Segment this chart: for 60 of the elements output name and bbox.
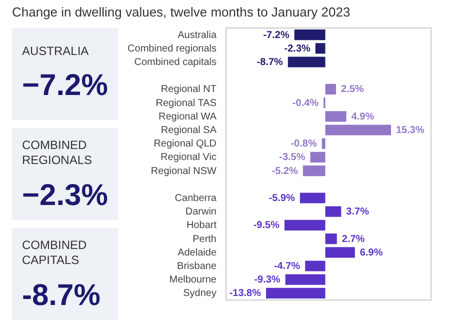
text: COMBINED CAPITALS [22, 238, 88, 267]
data-label: -4.7% [274, 261, 300, 272]
bar [322, 138, 326, 149]
bar [266, 288, 326, 299]
bar [302, 165, 326, 176]
data-label: -13.8% [229, 288, 262, 300]
text: AUSTRALIA [22, 44, 89, 58]
data-label: -5.2% [272, 166, 298, 177]
data-label: -0.8% [290, 138, 317, 150]
text: -8.7% [22, 279, 100, 312]
data-label: 2.5% [341, 84, 364, 96]
y-tick-label: Adelaide [178, 247, 217, 258]
bar [284, 220, 326, 231]
data-label: -7.2% [263, 30, 290, 41]
bar [288, 56, 326, 68]
y-tick-label: Canberra [174, 193, 217, 204]
bar [300, 192, 326, 204]
chart-title: Change in dwelling values, twelve months to January 2023 [12, 4, 350, 20]
y-tick-label: Regional QLD [154, 138, 216, 150]
data-label: -2.3% [284, 43, 311, 54]
y-tick-label: Regional NSW [150, 166, 218, 177]
data-label: 4.9% [351, 111, 374, 122]
y-tick-label: Combined capitals [134, 57, 216, 68]
data-label: -3.5% [279, 152, 306, 164]
data-label: -9.5% [253, 220, 280, 232]
y-tick-label: Sydney [183, 288, 216, 300]
bar [294, 29, 326, 40]
text: −7.2% [22, 69, 108, 102]
data-label: -0.4% [292, 98, 319, 109]
bar [325, 206, 342, 217]
y-tick-label: Regional WA [158, 111, 217, 122]
data-label: -5.9% [268, 193, 296, 204]
bar [325, 233, 337, 244]
y-tick-label: Hobart [186, 220, 217, 232]
text: COMBINED REGIONALS [22, 138, 92, 167]
bar [310, 152, 326, 163]
y-tick-label: Perth [192, 234, 216, 245]
bar [305, 260, 326, 272]
bar [325, 84, 336, 95]
data-label: 15.3% [396, 125, 424, 136]
y-tick-label: Melbourne [169, 274, 217, 286]
bar [315, 43, 326, 54]
bar [285, 274, 326, 285]
bar [325, 111, 346, 122]
text: −2.3% [22, 179, 108, 212]
y-tick-label: Combined regionals [128, 43, 216, 54]
y-tick-label: Brisbane [177, 261, 217, 272]
bar [325, 247, 355, 258]
y-tick-label: Regional Vic [160, 152, 216, 164]
data-label: 6.9% [360, 247, 383, 258]
y-tick-label: Regional NT [160, 84, 216, 96]
data-label: -9.3% [254, 274, 280, 286]
y-tick-label: Darwin [185, 206, 216, 218]
data-label: 3.7% [346, 206, 370, 218]
y-tick-label: Regional TAS [156, 98, 217, 109]
data-label: -8.7% [256, 57, 284, 68]
data-label: 2.7% [342, 234, 365, 245]
bar [325, 124, 391, 136]
y-tick-label: Australia [178, 30, 217, 41]
y-tick-label: Regional SA [160, 125, 217, 136]
